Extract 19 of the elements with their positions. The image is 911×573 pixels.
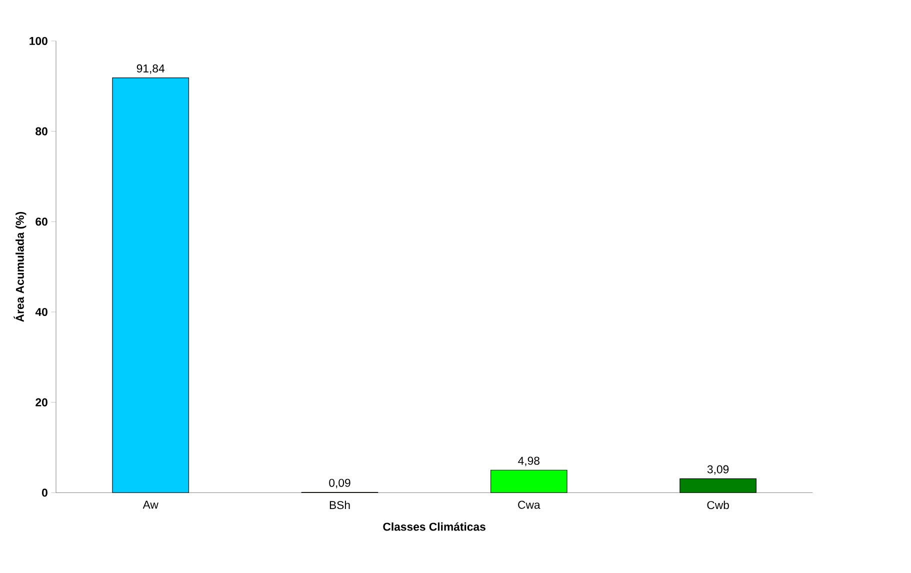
bar (112, 78, 189, 494)
y-tick-label: 40 (35, 308, 48, 316)
data-label: 4,98 (518, 456, 540, 466)
data-label: 0,09 (329, 478, 350, 488)
x-tick-label: Cwb (707, 500, 729, 510)
y-tick-label: 80 (36, 127, 48, 136)
y-tick-label: 100 (30, 37, 48, 46)
data-label: 91,84 (136, 64, 165, 74)
x-tick-label: Cwa (518, 500, 540, 509)
data-label: 3,09 (707, 465, 729, 475)
x-tick-label: BSh (330, 500, 350, 510)
x-axis-title: Classes Climáticas (383, 522, 486, 531)
bar (680, 478, 756, 494)
x-tick-label: Aw (142, 500, 158, 509)
y-tick-label: 20 (36, 398, 48, 406)
y-axis-title: Área Acumulada (%) (14, 212, 26, 322)
bar (490, 470, 568, 494)
y-tick-label: 60 (36, 218, 48, 226)
y-tick-label: 0 (42, 488, 48, 497)
